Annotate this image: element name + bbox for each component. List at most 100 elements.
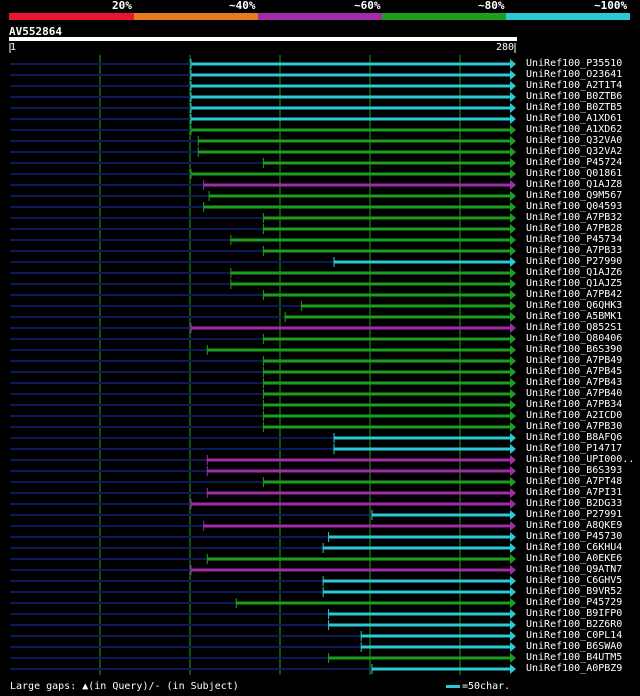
hit-row[interactable] bbox=[10, 301, 516, 311]
hit-label[interactable]: UniRef100_B9IFP0 bbox=[526, 608, 623, 619]
hit-row[interactable] bbox=[10, 268, 516, 278]
hit-row[interactable] bbox=[10, 587, 516, 597]
hit-label[interactable]: UniRef100_Q04593 bbox=[526, 201, 623, 212]
hit-row[interactable] bbox=[10, 488, 516, 498]
hit-row[interactable] bbox=[10, 257, 516, 267]
hit-row[interactable] bbox=[10, 543, 516, 553]
hit-row[interactable] bbox=[10, 532, 516, 542]
hit-label[interactable]: UniRef100_Q6QHK3 bbox=[526, 300, 623, 311]
hit-row[interactable] bbox=[10, 103, 516, 113]
hit-row[interactable] bbox=[10, 422, 516, 432]
hit-row[interactable] bbox=[10, 356, 516, 366]
hit-label[interactable]: UniRef100_A7PB32 bbox=[526, 212, 623, 223]
hit-label[interactable]: UniRef100_A7PB42 bbox=[526, 289, 623, 300]
hit-row[interactable] bbox=[10, 169, 516, 179]
hit-label[interactable]: UniRef100_B0ZTB6 bbox=[526, 91, 623, 102]
hit-label[interactable]: UniRef100_P45734 bbox=[526, 234, 623, 245]
hit-label[interactable]: UniRef100_B4UTM5 bbox=[526, 652, 623, 663]
hit-label[interactable]: UniRef100_A1XD62 bbox=[526, 124, 623, 135]
hit-row[interactable] bbox=[10, 389, 516, 399]
hit-row[interactable] bbox=[10, 433, 516, 443]
hit-row[interactable] bbox=[10, 345, 516, 355]
hit-label[interactable]: UniRef100_A7PB45 bbox=[526, 366, 623, 377]
hit-row[interactable] bbox=[10, 158, 516, 168]
hit-row[interactable] bbox=[10, 334, 516, 344]
hit-row[interactable] bbox=[10, 191, 516, 201]
hit-label[interactable]: UniRef100_A7PB49 bbox=[526, 355, 623, 366]
hit-label[interactable]: UniRef100_Q1AJZ6 bbox=[526, 267, 623, 278]
hit-label[interactable]: UniRef100_P45730 bbox=[526, 531, 623, 542]
hit-row[interactable] bbox=[10, 147, 516, 157]
hit-label[interactable]: UniRef100_Q9M567 bbox=[526, 190, 623, 201]
hit-row[interactable] bbox=[10, 224, 516, 234]
hit-label[interactable]: UniRef100_A5BMK1 bbox=[526, 311, 623, 322]
hit-row[interactable] bbox=[10, 290, 516, 300]
hit-row[interactable] bbox=[10, 664, 516, 674]
hit-row[interactable] bbox=[10, 609, 516, 619]
hit-row[interactable] bbox=[10, 642, 516, 652]
hit-row[interactable] bbox=[10, 631, 516, 641]
hit-row[interactable] bbox=[10, 455, 516, 465]
hit-label[interactable]: UniRef100_B2DG33 bbox=[526, 498, 623, 509]
hit-label[interactable]: UniRef100_Q80406 bbox=[526, 333, 623, 344]
hit-row[interactable] bbox=[10, 367, 516, 377]
hit-label[interactable]: UniRef100_B6S393 bbox=[526, 465, 623, 476]
hit-row[interactable] bbox=[10, 620, 516, 630]
hit-row[interactable] bbox=[10, 213, 516, 223]
hit-label[interactable]: UniRef100_P45729 bbox=[526, 597, 623, 608]
hit-label[interactable]: UniRef100_Q852S1 bbox=[526, 322, 623, 333]
hit-label[interactable]: UniRef100_Q32VA2 bbox=[526, 146, 623, 157]
hit-row[interactable] bbox=[10, 81, 516, 91]
hit-label[interactable]: UniRef100_Q9ATN7 bbox=[526, 564, 623, 575]
hit-label[interactable]: UniRef100_P35510 bbox=[526, 58, 623, 69]
hit-row[interactable] bbox=[10, 202, 516, 212]
hit-label[interactable]: UniRef100_A7PT48 bbox=[526, 476, 623, 487]
hit-row[interactable] bbox=[10, 554, 516, 564]
hit-row[interactable] bbox=[10, 477, 516, 487]
hit-row[interactable] bbox=[10, 246, 516, 256]
hit-label[interactable]: UniRef100_A7PB43 bbox=[526, 377, 623, 388]
hit-label[interactable]: UniRef100_O23641 bbox=[526, 69, 623, 80]
hit-label[interactable]: UniRef100_B0ZTB5 bbox=[526, 102, 623, 113]
hit-row[interactable] bbox=[10, 521, 516, 531]
hit-label[interactable]: UniRef100_A7PB33 bbox=[526, 245, 623, 256]
hit-row[interactable] bbox=[10, 312, 516, 322]
hit-row[interactable] bbox=[10, 279, 516, 289]
hit-label[interactable]: UniRef100_A2ICD0 bbox=[526, 410, 623, 421]
hit-row[interactable] bbox=[10, 466, 516, 476]
hit-row[interactable] bbox=[10, 323, 516, 333]
hit-label[interactable]: UniRef100_A8QKE9 bbox=[526, 520, 623, 531]
hit-label[interactable]: UniRef100_Q32VA0 bbox=[526, 135, 623, 146]
hit-row[interactable] bbox=[10, 411, 516, 421]
hit-label[interactable]: UniRef100_C6KHU4 bbox=[526, 542, 623, 553]
hit-row[interactable] bbox=[10, 653, 516, 663]
hit-label[interactable]: UniRef100_A7PB34 bbox=[526, 399, 623, 410]
hit-label[interactable]: UniRef100_P27991 bbox=[526, 509, 623, 520]
hit-label[interactable]: UniRef100_C0PL14 bbox=[526, 630, 623, 641]
hit-row[interactable] bbox=[10, 180, 516, 190]
hit-label[interactable]: UniRef100_B8AFQ6 bbox=[526, 432, 623, 443]
hit-label[interactable]: UniRef100_A7PB30 bbox=[526, 421, 623, 432]
hit-row[interactable] bbox=[10, 444, 516, 454]
hit-row[interactable] bbox=[10, 136, 516, 146]
hit-row[interactable] bbox=[10, 576, 516, 586]
hit-row[interactable] bbox=[10, 235, 516, 245]
hit-label[interactable]: UniRef100_Q1AJZ8 bbox=[526, 179, 623, 190]
hit-label[interactable]: UniRef100_A0EKE6 bbox=[526, 553, 623, 564]
hit-row[interactable] bbox=[10, 510, 516, 520]
hit-label[interactable]: UniRef100_A1XD61 bbox=[526, 113, 623, 124]
hit-row[interactable] bbox=[10, 70, 516, 80]
hit-label[interactable]: UniRef100_B2Z6R0 bbox=[526, 619, 623, 630]
hit-label[interactable]: UniRef100_A7PI31 bbox=[526, 487, 623, 498]
hit-row[interactable] bbox=[10, 125, 516, 135]
hit-row[interactable] bbox=[10, 59, 516, 69]
hit-label[interactable]: UniRef100_P45724 bbox=[526, 157, 623, 168]
hit-row[interactable] bbox=[10, 114, 516, 124]
hit-label[interactable]: UniRef100_A7PB28 bbox=[526, 223, 623, 234]
hit-row[interactable] bbox=[10, 92, 516, 102]
hit-row[interactable] bbox=[10, 598, 516, 608]
hit-label[interactable]: UniRef100_P14717 bbox=[526, 443, 623, 454]
hit-label[interactable]: UniRef100_UPI000.. bbox=[526, 454, 635, 465]
hit-label[interactable]: UniRef100_A0PBZ9 bbox=[526, 663, 623, 674]
hit-label[interactable]: UniRef100_C6GHV5 bbox=[526, 575, 623, 586]
